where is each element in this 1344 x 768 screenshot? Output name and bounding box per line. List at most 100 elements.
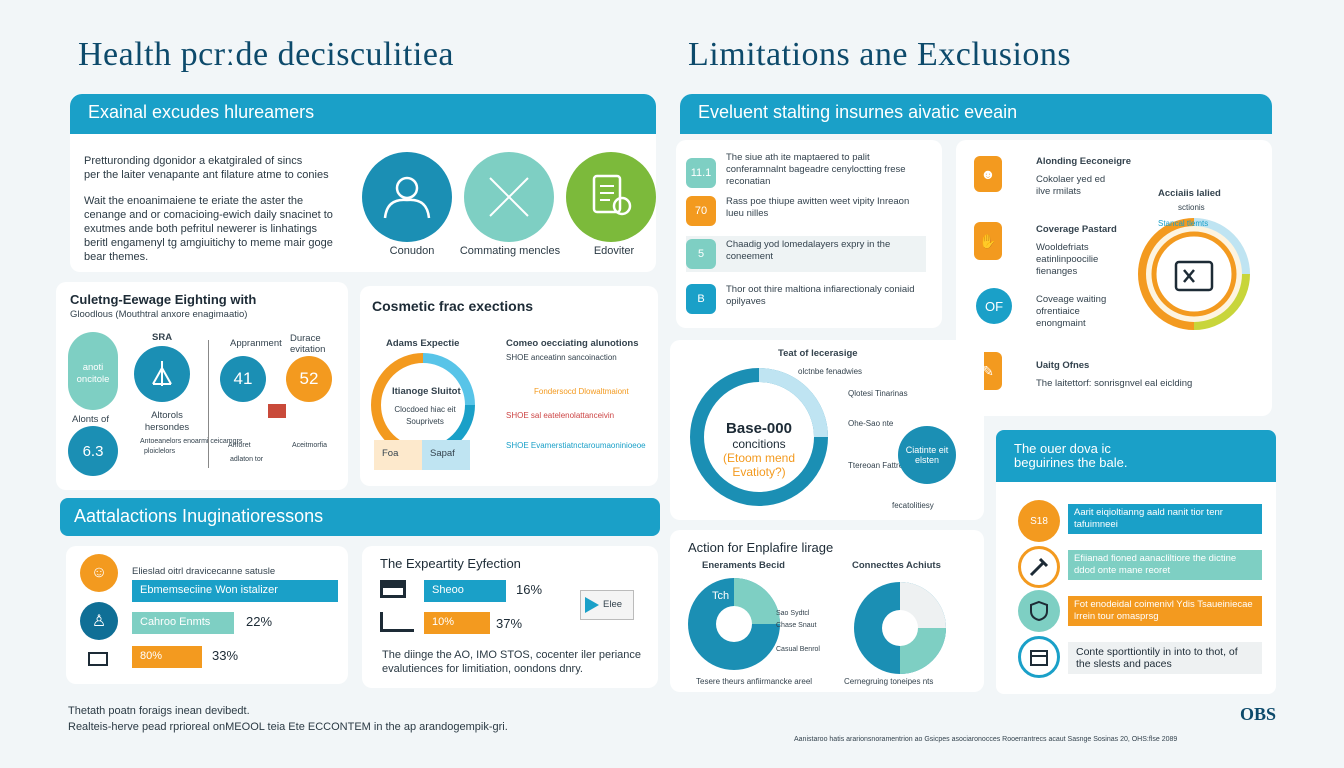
eligible-title: Elieslad oitrl dravicecanne satusle (132, 566, 276, 577)
coverage-item-title: Coveage waiting (1036, 294, 1107, 305)
expertly-title: The Expeartity Eyfection (380, 556, 521, 571)
appr-label: Appranment (230, 338, 282, 349)
video-label: Elee (603, 599, 623, 610)
screen-icon (88, 652, 108, 666)
pill-label: anoti oncitole (76, 362, 110, 385)
value-63-circle: 6.3 (68, 426, 118, 476)
intro-line: bear themes. (84, 251, 149, 263)
eligible-pct: 22% (246, 614, 273, 629)
action-left-chart (688, 578, 780, 670)
cosmetic-right-label: Comeo oecciating alunotions (506, 338, 639, 349)
list-item: 70 Rass poe thiupe awitten weet vipity I… (686, 196, 926, 226)
overdue-item: Fot enodeidal coimenivl Ydis Tsaueinieca… (1068, 596, 1262, 626)
intro-line: per the laiter venapante ant filature at… (84, 169, 329, 181)
coverage-item-title: Uaitg Ofnes (1036, 360, 1090, 371)
waiting-foot: ploiclelors (144, 448, 176, 455)
list-item: 5 Chaadig yod lomedalayers expry in the … (686, 236, 926, 272)
donut-note: olctnbe fenadwies (798, 367, 863, 376)
list-badge: 5 (686, 239, 716, 269)
donut-center: Base-000 concitions (Etoom mend Evatioty… (704, 420, 814, 479)
donut-center-text: (Etoom mend (722, 451, 796, 465)
footer-line: Thetath poatn foraigs inean devibedt. (68, 705, 250, 717)
list-item: 11.1 The siue ath ite maptaered to palit… (686, 152, 926, 188)
overview-header: Exainal excudes hlureamers (70, 94, 656, 134)
waiting-title: Culetng-Eewage Eighting with (70, 292, 257, 307)
coverage-item-title: Alonding Eeconeigre (1036, 156, 1132, 167)
cosmetic-row: SHOE anceatinn sancoinaction (506, 353, 617, 362)
value-52-circle: 52 (286, 356, 332, 402)
waiting-foot: Anforet (228, 442, 251, 449)
action-foot: Cernegruing toneipes nts (844, 677, 934, 686)
donut-center-text: Base-000 (726, 420, 792, 437)
donut-title: Teat of lecerasige (778, 348, 858, 359)
durace-label: Durace (290, 333, 321, 344)
person-icon: ☻ (974, 156, 1002, 192)
cosmetic-left-label: Adams Expectie (386, 338, 460, 349)
action-foot: Tesere theurs anfiirmancke areel (696, 677, 813, 686)
hand-icon: ✋ (974, 222, 1002, 260)
expertly-pct: 16% (516, 582, 543, 597)
cosmetic-row: SHOE sal eatelenolattanceivin (506, 411, 615, 420)
evitation-label: evitation (290, 344, 326, 355)
cosmetic-inner: Clocdoed hiac eit Souprivets (394, 405, 456, 426)
eligible-bar: Cahroo Enmts (132, 612, 234, 634)
donut-note: Qlotesi Tinarinas (848, 389, 908, 398)
donut-note: Ttereoan Fattres (848, 461, 908, 470)
donut-side-circle: Ciatinte eit elsten (898, 426, 956, 484)
divider (208, 340, 209, 468)
icon-caption: Edoviter (593, 245, 635, 257)
cosmetic-row: SHOE Evamerstiatnctaroumaoninioeoe (506, 441, 646, 450)
exclusions-list-card (676, 140, 942, 328)
coverage-ring (1137, 218, 1250, 330)
sra-label: SRA (152, 332, 173, 343)
coverage-item-title: Coverage Pastard (1036, 224, 1117, 235)
overdue-header-line: The ouer dova ic (1014, 441, 1111, 456)
document-icon (566, 152, 656, 242)
coverage-item-text: The laitettorf: sonrisgnvel eal eiclding (1036, 378, 1193, 389)
left-page-title: Health pcrːde decisculitiea (78, 36, 454, 73)
hersonds-label: Altorols hersondes (144, 410, 190, 433)
action-title: Action for Enplafire lirage (688, 540, 834, 555)
cosmetic-title: Cosmetic frac exections (372, 298, 534, 314)
coverage-item-text: Cokolaer yed ed ilve rmilats (1036, 174, 1106, 197)
expertly-bar: 10% (424, 612, 490, 634)
eligible-bar: Ebmemseciine Won istalizer (132, 580, 338, 602)
brand-logo: OBS (1240, 704, 1277, 724)
expertly-pct: 37% (496, 616, 523, 631)
waiting-foot: adlaton tor (230, 456, 264, 463)
action-right-chart (854, 582, 946, 674)
list-badge: 70 (686, 196, 716, 226)
person-icon: ☺ (80, 554, 118, 592)
overdue-item: Efiianad fioned aanacliltiore the dictin… (1068, 550, 1262, 580)
person-icon (362, 152, 452, 242)
exclusions-header: Eveluent stalting insurnes aivatic eveai… (680, 94, 1272, 134)
mid-header: Aattalactions Inuginatioressons (60, 498, 660, 536)
action-left-label: Eneraments Becid (702, 560, 785, 571)
action-label: Sao Sydtcl (776, 610, 810, 617)
coverage-item-text: ofrentiaice enongmaint (1036, 306, 1086, 329)
eligible-bar: 80% (132, 646, 202, 668)
list-text: Rass poe thiupe awitten weet vipity Inre… (726, 196, 910, 219)
list-text: Chaadig yod lomedalayers expry in the co… (726, 239, 891, 262)
tool-icon (1018, 546, 1060, 588)
ring-subtitle: sctionis (1178, 203, 1205, 212)
donut-note: fecatolitiesy (892, 501, 934, 510)
action-label: Casual Benrol (776, 646, 820, 653)
intro-line: Pretturonding dgonidor a ekatgiraled of … (84, 155, 303, 167)
intro-line: cenange and or comacioing-ewich daily sn… (84, 209, 333, 221)
video-button[interactable]: Elee (580, 590, 634, 620)
person-desk-icon (380, 612, 414, 632)
exclusions-list: 11.1 The siue ath ite maptaered to palit… (686, 152, 926, 314)
value-41-circle: 41 (220, 356, 266, 402)
cosmetic-box: Sapaf (422, 440, 470, 470)
expertly-bar: Sheoo (424, 580, 506, 602)
ring-label: Stancal tlemts (1158, 219, 1209, 228)
waiting-pill (68, 332, 118, 410)
play-icon (585, 597, 599, 613)
action-label: Chase Snaut (776, 622, 817, 629)
group-icon: ♙ (80, 602, 118, 640)
icon-caption: Conudon (389, 245, 435, 257)
alonts-label: Alonts of (72, 414, 109, 425)
intro-text: Pretturonding dgonidor a ekatgiraled of … (84, 154, 354, 264)
eligible-pct: 33% (212, 648, 239, 663)
